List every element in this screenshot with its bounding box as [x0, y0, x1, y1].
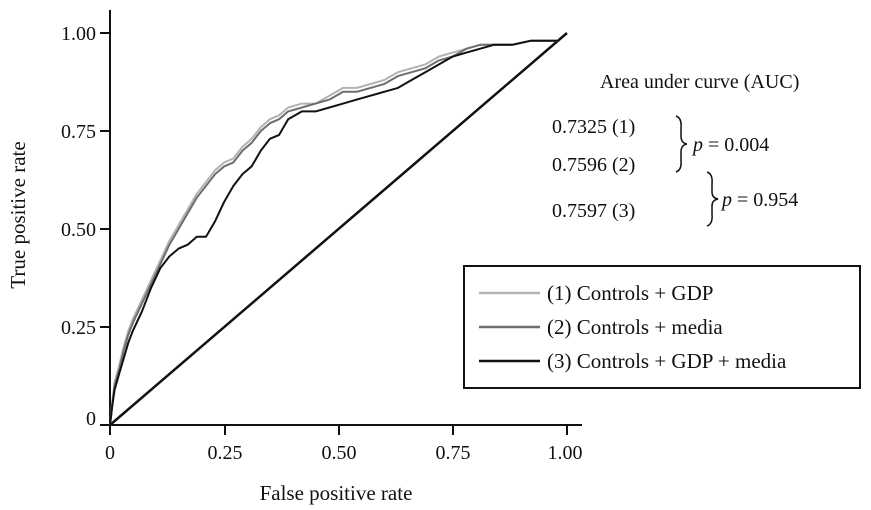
plot-area — [109, 32, 568, 426]
x-tick-label: 0.75 — [436, 442, 471, 464]
y-tick-label: 0.25 — [61, 317, 96, 339]
diagonal-reference-line — [109, 32, 568, 426]
p-value-2-3: p = 0.954 — [720, 189, 798, 211]
roc-curve-series-1 — [109, 39, 558, 426]
p-value-text: = 0.004 — [703, 134, 769, 156]
legend-label: (2) Controls + media — [547, 315, 723, 339]
auc-value-3: 0.7597 (3) — [552, 200, 635, 222]
x-tick-label: 0.25 — [208, 442, 243, 464]
y-axis-title: True positive rate — [6, 141, 30, 288]
auc-title: Area under curve (AUC) — [600, 71, 799, 93]
auc-value-1: 0.7325 (1) — [552, 116, 635, 138]
p-symbol: p — [691, 134, 703, 156]
x-tick-label: 1.00 — [548, 442, 583, 464]
brace-2-3 — [706, 171, 719, 227]
y-tick-label: 0 — [86, 408, 96, 430]
x-ticks: 0 0.25 0.50 0.75 1.00 — [105, 425, 583, 464]
p-value-1-2: p = 0.004 — [691, 134, 769, 156]
auc-annotation: Area under curve (AUC) 0.7325 (1) 0.7596… — [552, 71, 799, 227]
p-value-text: = 0.954 — [732, 189, 798, 211]
legend-label: (1) Controls + GDP — [547, 281, 713, 305]
x-tick-label: 0.50 — [322, 442, 357, 464]
roc-curve-series-3 — [109, 39, 558, 426]
x-axis-title: False positive rate — [260, 481, 413, 505]
y-tick-label: 0.75 — [61, 121, 96, 143]
x-tick-label: 0 — [105, 442, 115, 464]
legend-label: (3) Controls + GDP + media — [547, 349, 787, 373]
p-symbol: p — [720, 189, 732, 211]
y-ticks: 1.00 0.75 0.50 0.25 0 — [61, 23, 110, 430]
brace-1-2 — [675, 115, 688, 173]
legend: (1) Controls + GDP (2) Controls + media … — [463, 265, 861, 389]
auc-value-2: 0.7596 (2) — [552, 154, 635, 176]
y-tick-label: 1.00 — [61, 23, 96, 45]
y-tick-label: 0.50 — [61, 219, 96, 241]
